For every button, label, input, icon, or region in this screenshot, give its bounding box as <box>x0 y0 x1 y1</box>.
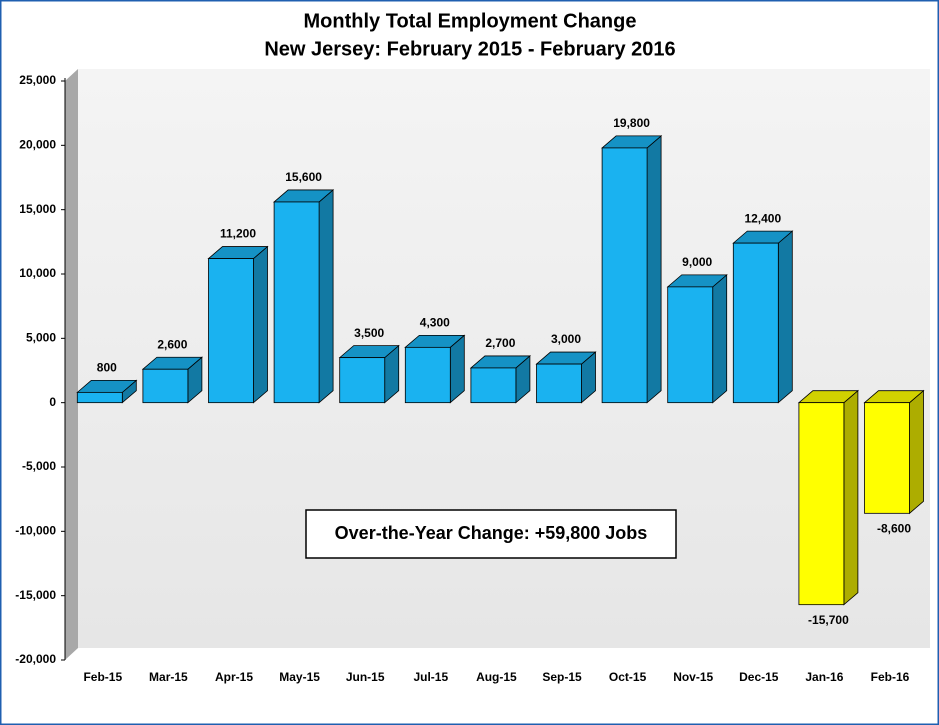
value-label: 2,700 <box>485 336 515 350</box>
bar <box>273 189 335 404</box>
value-label: 3,000 <box>551 332 581 346</box>
value-label: 2,600 <box>157 337 187 351</box>
x-tick-label: Feb-16 <box>871 670 910 684</box>
x-tick-label: Nov-15 <box>673 670 713 684</box>
x-tick-label: Jul-15 <box>413 670 448 684</box>
chart-subtitle: New Jersey: February 2015 - February 201… <box>264 38 675 60</box>
x-tick-label: Jan-16 <box>805 670 843 684</box>
bar-side <box>646 135 662 404</box>
bar <box>404 334 466 404</box>
bar-front <box>536 363 582 404</box>
value-label: 12,400 <box>744 211 781 225</box>
value-label: 800 <box>97 361 117 375</box>
bar-front <box>667 286 714 404</box>
annotation-box <box>305 509 677 559</box>
bar-front <box>404 346 451 404</box>
x-tick-label: Apr-15 <box>215 670 253 684</box>
y-tick-label: 15,000 <box>19 202 56 216</box>
bar-front <box>273 201 320 404</box>
x-tick-label: Dec-15 <box>739 670 779 684</box>
value-label: 3,500 <box>354 326 384 340</box>
bar <box>76 379 138 404</box>
y-tick-label: 5,000 <box>26 331 56 345</box>
bar <box>601 135 663 404</box>
x-tick-label: May-15 <box>279 670 320 684</box>
bar-side <box>843 389 859 606</box>
x-tick-label: Oct-15 <box>609 670 647 684</box>
y-tick-label: -5,000 <box>22 459 56 473</box>
value-label: -8,600 <box>877 521 911 535</box>
y-tick-label: 10,000 <box>19 266 56 280</box>
value-label: 19,800 <box>613 116 650 130</box>
bar-front <box>601 147 648 404</box>
value-label: 4,300 <box>420 316 450 330</box>
value-label: 11,200 <box>220 227 256 241</box>
bar <box>469 355 531 404</box>
bar <box>338 344 400 404</box>
annotation: Over-the-Year Change: +59,800 Jobs <box>335 523 648 543</box>
bar-front <box>798 402 845 606</box>
bar-front <box>208 258 254 404</box>
bar <box>732 230 794 404</box>
bar-side <box>253 245 268 404</box>
bar-front <box>76 391 123 404</box>
bar <box>863 389 925 515</box>
x-tick-label: Aug-15 <box>476 670 517 684</box>
x-tick-label: Jun-15 <box>346 670 385 684</box>
value-label: 15,600 <box>285 170 322 184</box>
y-tick-label: 25,000 <box>19 73 56 87</box>
bar-front <box>470 367 517 404</box>
bars <box>76 135 925 606</box>
bar-side <box>712 273 728 404</box>
value-label: -15,700 <box>808 613 849 627</box>
bar <box>141 356 203 404</box>
y-tick-label: 20,000 <box>19 138 56 152</box>
y-tick-label: -20,000 <box>15 652 56 666</box>
bar-side <box>909 389 924 515</box>
y-tick-label: -10,000 <box>15 524 56 538</box>
y-tick-label: -15,000 <box>15 588 56 602</box>
bar-front <box>339 357 386 404</box>
bar-front <box>732 242 779 404</box>
bar-front <box>864 402 910 514</box>
bar-front <box>142 368 189 404</box>
bar-side <box>318 189 334 404</box>
x-tick-label: Mar-15 <box>149 670 188 684</box>
bar <box>666 273 728 404</box>
x-tick-label: Feb-15 <box>83 670 122 684</box>
y-tick-label: 0 <box>49 395 56 409</box>
value-label: 9,000 <box>682 255 712 269</box>
bar-side <box>777 230 793 404</box>
bar <box>535 351 597 404</box>
side-wall <box>65 69 78 660</box>
bar <box>797 389 859 606</box>
bar <box>207 245 269 404</box>
x-tick-label: Sep-15 <box>542 670 582 684</box>
chart-title: Monthly Total Employment Change <box>304 10 637 32</box>
